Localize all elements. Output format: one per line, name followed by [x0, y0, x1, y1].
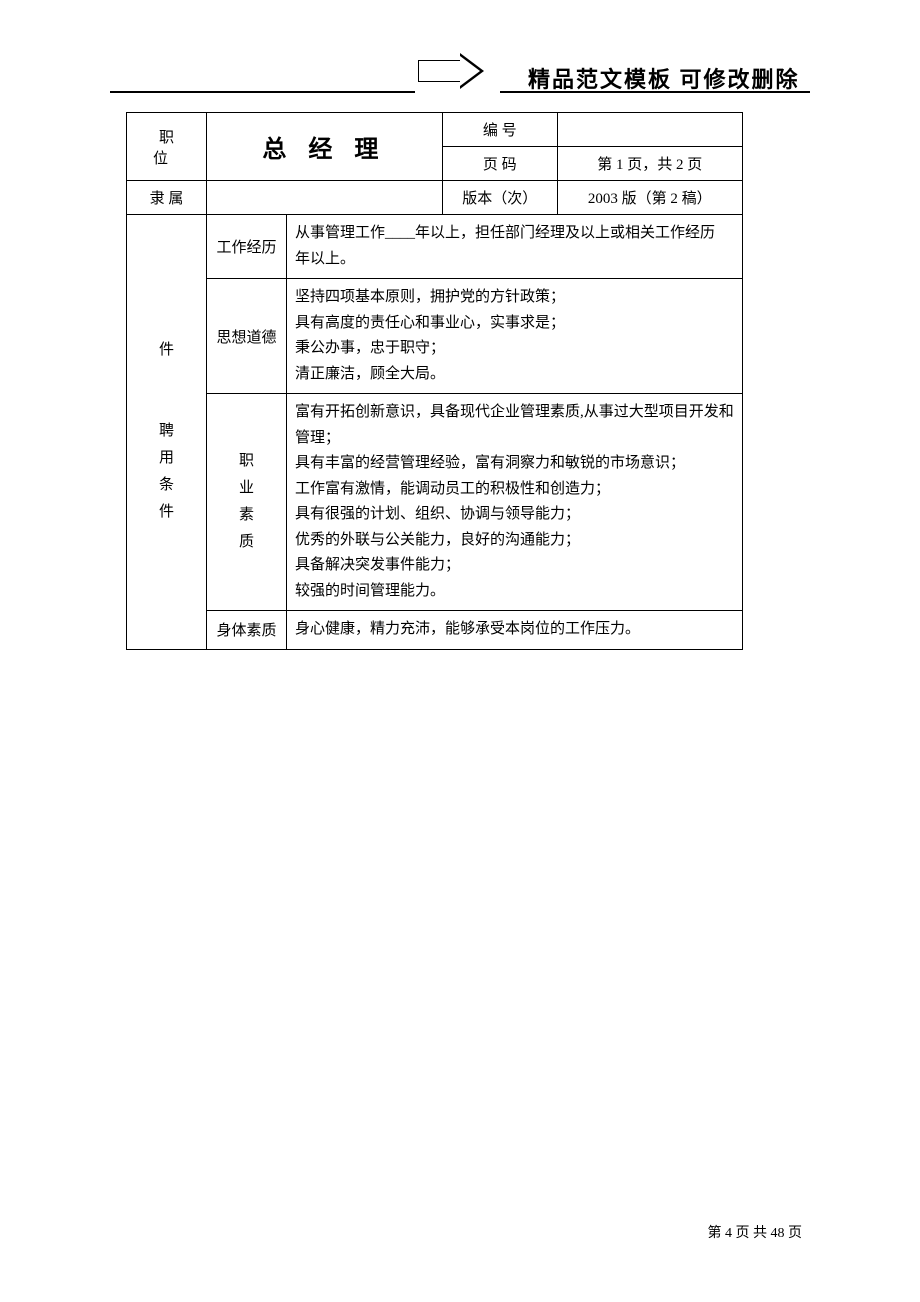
- affiliation-value: [207, 181, 443, 215]
- header-title: 精品范文模板 可修改删除: [528, 62, 800, 94]
- moral-content: 坚持四项基本原则，拥护党的方针政策； 具有高度的责任心和事业心，实事求是； 秉公…: [287, 279, 743, 394]
- header-divider-left: [110, 91, 415, 93]
- version-value: 2003 版（第 2 稿）: [557, 181, 742, 215]
- job-description-table: 职 位 总 经 理 编 号 页 码 第 1 页，共 2 页 隶 属 版本（次） …: [126, 112, 743, 650]
- moral-label: 思想道德: [207, 279, 287, 394]
- footer-page-number: 第 4 页 共 48 页: [708, 1222, 803, 1242]
- page-value: 第 1 页，共 2 页: [557, 147, 742, 181]
- professional-label: 职 业 素 质: [207, 394, 287, 611]
- work-exp-label: 工作经历: [207, 215, 287, 279]
- arrow-icon: [418, 55, 488, 87]
- position-label: 职 位: [127, 113, 207, 181]
- number-value: [557, 113, 742, 147]
- header-divider-right: [500, 91, 810, 93]
- affiliation-label: 隶 属: [127, 181, 207, 215]
- number-label: 编 号: [442, 113, 557, 147]
- position-value: 总 经 理: [207, 113, 443, 181]
- version-label: 版本（次）: [442, 181, 557, 215]
- physical-label: 身体素质: [207, 611, 287, 650]
- section-label: 件 聘 用 条 件: [127, 215, 207, 650]
- professional-content: 富有开拓创新意识，具备现代企业管理素质,从事过大型项目开发和 管理； 具有丰富的…: [287, 394, 743, 611]
- page-label: 页 码: [442, 147, 557, 181]
- work-exp-content: 从事管理工作____年以上，担任部门经理及以上或相关工作经历 年以上。: [287, 215, 743, 279]
- physical-content: 身心健康，精力充沛，能够承受本岗位的工作压力。: [287, 611, 743, 650]
